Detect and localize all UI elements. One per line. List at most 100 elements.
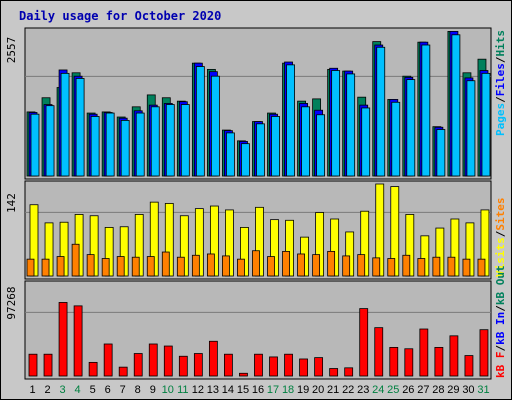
bar-pages — [271, 116, 280, 177]
bar-kb-f — [464, 355, 474, 377]
bar-sites — [41, 258, 50, 277]
bar-sites — [161, 251, 170, 277]
bar-pages — [301, 106, 310, 177]
bar-pages — [105, 112, 115, 177]
day-label: 23 — [357, 384, 369, 396]
bar-kb-f — [239, 372, 248, 377]
bar-kb-f — [404, 348, 414, 377]
bar-sites — [26, 258, 35, 277]
bar-kb-f — [148, 343, 158, 377]
day-label: 4 — [75, 384, 81, 396]
bar-sites — [56, 256, 65, 277]
bar-sites — [357, 254, 366, 277]
bar-sites — [267, 256, 275, 277]
bar-sites — [327, 250, 336, 277]
bar-sites — [146, 256, 155, 277]
bar-pages — [165, 104, 175, 177]
bar-sites — [432, 256, 441, 277]
bar-pages — [256, 123, 265, 177]
legend-bottom: kB F/kB In/kB Out — [494, 265, 507, 378]
day-label: 9 — [150, 384, 156, 396]
bar-kb-f — [58, 302, 68, 377]
bar-sites — [282, 250, 290, 277]
day-label: 12 — [192, 384, 204, 396]
day-label: 13 — [207, 384, 219, 396]
bar-kb-f — [43, 353, 53, 377]
bar-kb-f — [479, 329, 489, 377]
bar-kb-f — [419, 328, 429, 377]
bar-pages — [210, 75, 220, 177]
day-label: 7 — [120, 384, 126, 396]
bar-sites — [462, 258, 471, 277]
day-label: 25 — [387, 384, 399, 396]
day-label: 17 — [267, 384, 279, 396]
bar-sites — [447, 256, 456, 277]
bar-sites — [131, 256, 140, 277]
day-label: 16 — [252, 384, 264, 396]
bar-sites — [387, 258, 396, 277]
day-label: 24 — [372, 384, 384, 396]
bar-pages — [60, 72, 70, 177]
y-max-label: 97268 — [5, 286, 18, 319]
bar-kb-f — [344, 367, 354, 377]
bar-sites — [222, 255, 230, 277]
bar-pages — [30, 113, 40, 177]
day-label: 29 — [447, 384, 459, 396]
bar-pages — [180, 104, 190, 177]
y-max-label: 2557 — [5, 37, 18, 64]
bar-pages — [331, 70, 341, 177]
bar-sites — [402, 254, 411, 277]
bar-sites — [71, 243, 80, 277]
bar-kb-f — [133, 353, 143, 377]
bar-kb-f — [103, 343, 113, 377]
day-label: 3 — [60, 384, 66, 396]
day-label: 22 — [342, 384, 354, 396]
bar-pages — [286, 64, 295, 177]
day-label: 19 — [297, 384, 309, 396]
bar-kb-f — [359, 308, 369, 377]
day-label: 2 — [44, 384, 50, 396]
bar-kb-f — [269, 356, 278, 377]
bar-pages — [421, 44, 431, 177]
day-label: 26 — [402, 384, 414, 396]
day-label: 15 — [237, 384, 249, 396]
bar-kb-f — [193, 353, 203, 377]
bar-pages — [406, 79, 416, 177]
bar-sites — [477, 258, 486, 277]
chart-title: Daily usage for October 2020 — [19, 9, 221, 23]
bar-kb-f — [284, 353, 293, 377]
bar-pages — [226, 132, 235, 177]
bar-pages — [466, 80, 476, 177]
bar-kb-f — [28, 353, 38, 377]
bar-kb-f — [389, 346, 399, 377]
bar-kb-f — [88, 361, 98, 377]
bar-pages — [135, 112, 145, 177]
day-label: 14 — [222, 384, 234, 396]
day-label: 6 — [105, 384, 111, 396]
bar-pages — [451, 34, 461, 177]
day-label: 20 — [312, 384, 324, 396]
bar-pages — [391, 101, 401, 177]
bar-kb-f — [224, 353, 233, 377]
bar-pages — [150, 106, 160, 177]
bar-pages — [241, 143, 250, 177]
bar-kb-f — [314, 357, 324, 377]
bar-sites — [342, 255, 351, 277]
day-label: 21 — [327, 384, 339, 396]
legend-middle: Visits/Sites — [494, 198, 507, 278]
bar-sites — [86, 254, 95, 277]
series-group-middle — [26, 183, 490, 277]
day-label: 18 — [282, 384, 294, 396]
bar-kb-f — [329, 368, 339, 377]
bar-kb-f — [299, 358, 308, 377]
bar-kb-f — [178, 355, 188, 377]
day-label: 10 — [162, 384, 174, 396]
day-label: 8 — [135, 384, 141, 396]
bar-kb-f — [208, 340, 218, 377]
bar-sites — [101, 258, 110, 277]
day-label: 28 — [432, 384, 444, 396]
bar-sites — [191, 254, 200, 277]
bar-kb-f — [254, 353, 263, 377]
